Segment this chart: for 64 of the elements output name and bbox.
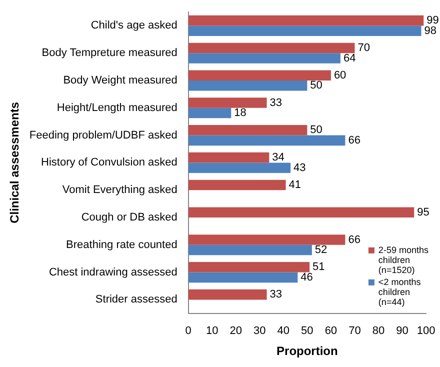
data-label: 41	[288, 178, 302, 191]
y-tick-label: Cough or DB asked	[81, 212, 178, 224]
data-label: 52	[314, 244, 328, 256]
x-tick-label: 90	[396, 325, 408, 338]
bar	[188, 262, 310, 272]
data-label: 18	[234, 107, 246, 120]
data-label: 34	[272, 152, 284, 164]
bar	[188, 53, 340, 64]
bar	[188, 108, 232, 118]
legend-label: 2-59 months children (n=1520)	[378, 244, 429, 275]
data-label: 50	[310, 124, 322, 136]
bar	[188, 135, 346, 146]
data-label: 98	[424, 24, 436, 37]
y-tick-label: Body Weight measured	[63, 74, 178, 87]
bar	[188, 26, 422, 36]
bar	[188, 180, 286, 190]
data-label: 66	[348, 234, 360, 246]
bar	[188, 125, 308, 136]
bar	[188, 98, 267, 108]
y-tick-label: Body Tempreture measured	[42, 47, 178, 60]
y-tick-label: Chest indrawing assessed	[48, 266, 178, 278]
bar	[188, 70, 331, 80]
bar	[188, 289, 267, 300]
bar	[188, 42, 355, 54]
data-label: 51	[312, 261, 325, 274]
data-label: 50	[310, 80, 322, 92]
x-tick-label: 30	[254, 325, 266, 338]
bar	[188, 15, 424, 26]
x-tick-label: 40	[277, 325, 290, 338]
y-tick-label: Breathing rate counted	[66, 238, 178, 251]
bar	[188, 162, 291, 173]
legend-label: <2 months children (n=44)	[378, 276, 422, 307]
y-tick-label: Child's age asked	[90, 20, 178, 32]
bar	[188, 207, 414, 218]
x-tick-label: 100	[416, 325, 436, 338]
x-tick-label: 70	[348, 325, 361, 338]
bar	[188, 234, 346, 245]
bar	[188, 244, 312, 256]
y-tick-label: History of Convulsion asked	[41, 156, 178, 169]
y-tick-label: Strider assessed	[95, 294, 178, 306]
x-tick-label: 80	[372, 325, 385, 338]
data-label: 95	[417, 206, 430, 218]
data-label: 60	[334, 69, 346, 82]
y-tick-label: Feeding problem/UDBF asked	[29, 129, 178, 142]
data-label: 43	[294, 162, 306, 174]
x-tick-label: 60	[324, 325, 338, 338]
data-label: 33	[270, 288, 282, 301]
bar	[188, 80, 308, 91]
data-label: 66	[348, 134, 360, 146]
data-label: 64	[343, 52, 356, 64]
data-label: 70	[358, 42, 370, 54]
x-tick-label: 10	[206, 325, 218, 338]
y-tick-label: Height/Length measured	[56, 102, 178, 114]
bar	[188, 152, 270, 163]
bar	[188, 272, 298, 283]
y-tick-label: Vomit Everything asked	[62, 184, 178, 196]
x-axis-title: Proportion	[276, 344, 338, 358]
data-label: 46	[300, 271, 313, 284]
x-tick-label: 0	[185, 325, 192, 338]
data-label: 99	[426, 14, 439, 27]
y-axis-title: Clinical assessments	[8, 102, 22, 224]
data-label: 33	[270, 96, 282, 109]
x-tick-label: 50	[301, 325, 314, 338]
x-tick-label: 20	[230, 325, 242, 338]
